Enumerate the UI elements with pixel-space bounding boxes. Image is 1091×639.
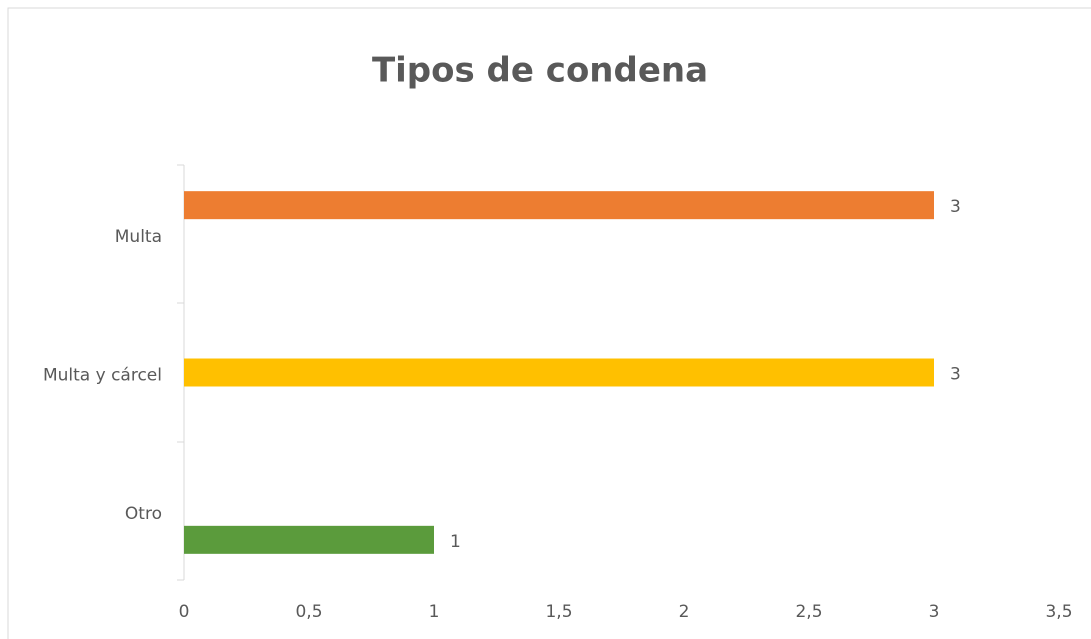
x-tick-label: 2,5 xyxy=(795,602,822,622)
value-label: 3 xyxy=(950,365,961,385)
x-tick-label: 3,5 xyxy=(1045,602,1072,622)
y-tick-label: Otro xyxy=(125,504,162,524)
chart-title: Tipos de condena xyxy=(372,51,708,91)
chart-border xyxy=(7,7,1091,639)
x-tick-label: 2 xyxy=(679,602,690,622)
value-label: 3 xyxy=(950,197,961,217)
x-tick-label: 3 xyxy=(929,602,940,622)
x-tick-label: 0 xyxy=(179,602,190,622)
bar xyxy=(184,525,434,554)
bar xyxy=(184,191,934,220)
x-tick-label: 1,5 xyxy=(545,602,572,622)
y-tick-label: Multa xyxy=(115,227,162,247)
bar xyxy=(184,358,934,387)
value-label: 1 xyxy=(450,532,461,552)
y-tick-label: Multa y cárcel xyxy=(43,366,162,386)
x-tick-label: 1 xyxy=(429,602,440,622)
x-tick-label: 0,5 xyxy=(295,602,322,622)
